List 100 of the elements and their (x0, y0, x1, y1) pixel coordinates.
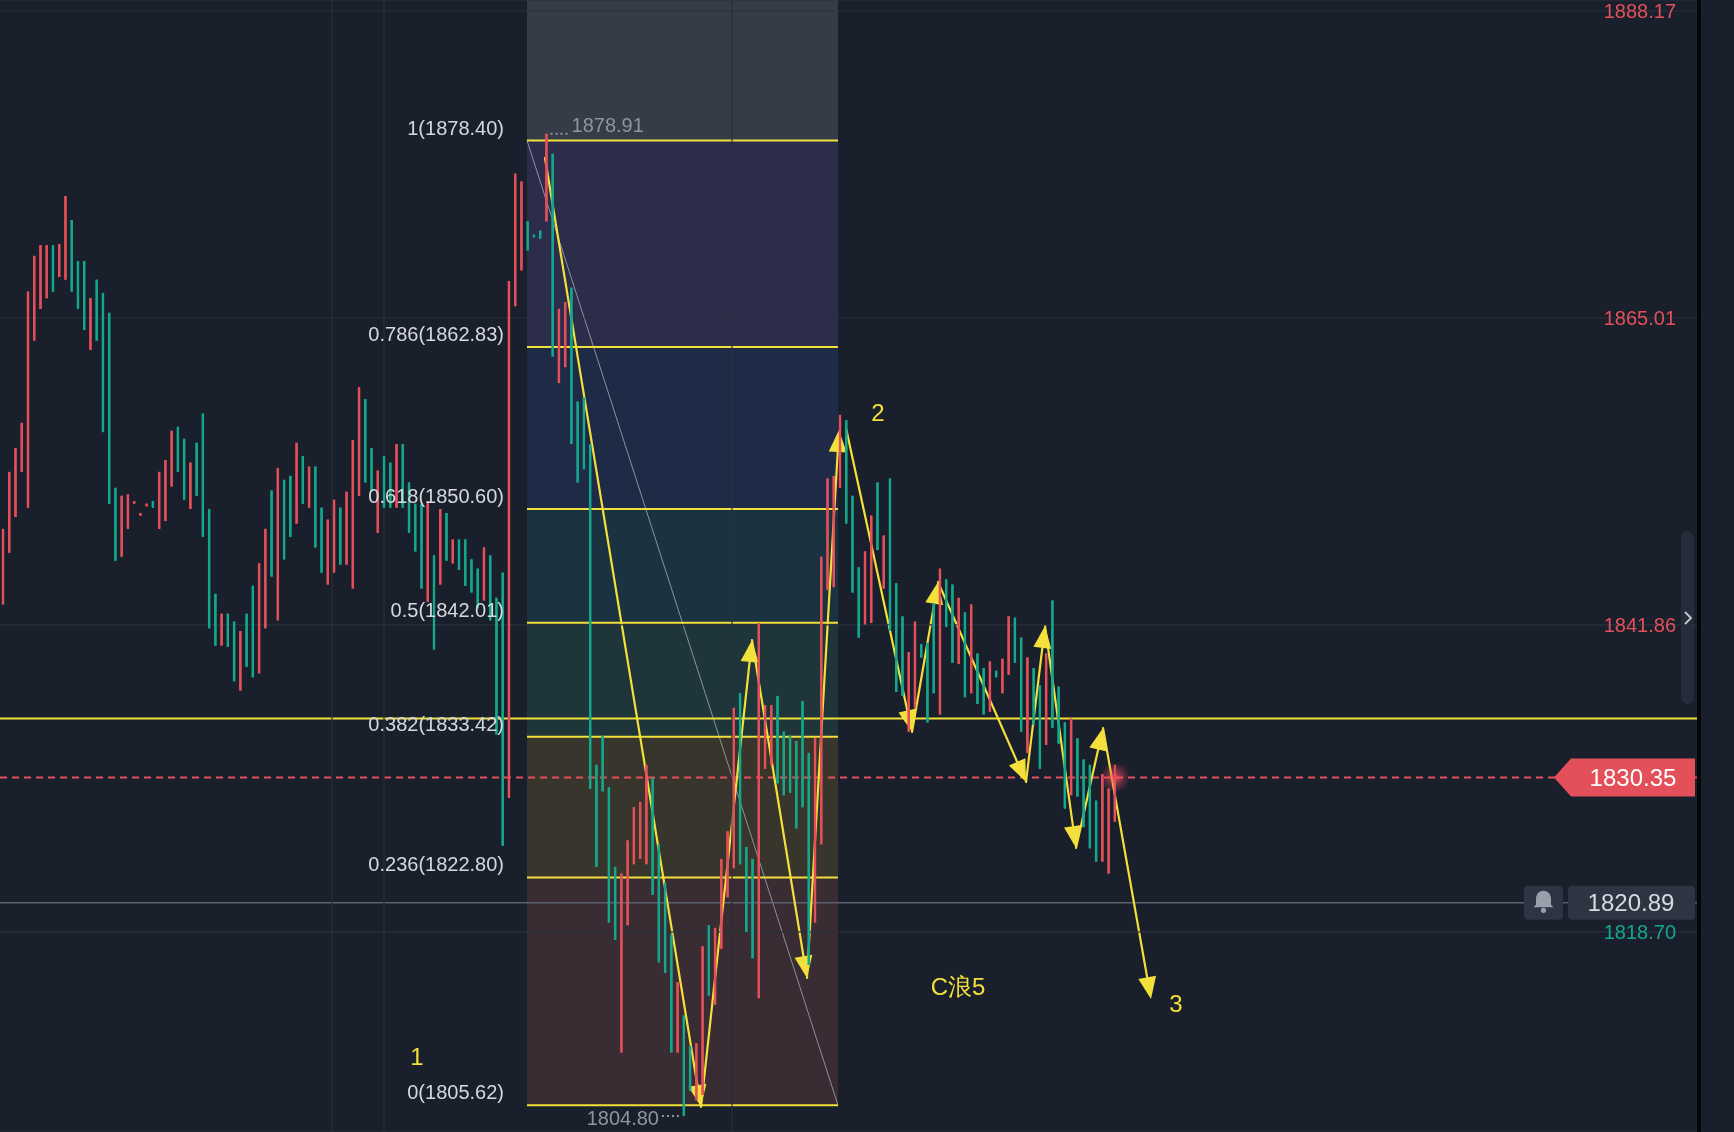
candlestick (214, 593, 217, 646)
candlestick (64, 196, 67, 280)
candlestick (601, 735, 604, 792)
candlestick (745, 847, 748, 932)
annotation: 1878.91 (571, 113, 644, 136)
candlestick (545, 133, 548, 222)
candlestick (464, 539, 467, 586)
candlestick (314, 466, 317, 548)
ref-line-label: 1830.35 (1589, 763, 1677, 791)
candlestick (470, 559, 473, 593)
candlestick (851, 495, 854, 593)
candlestick (14, 448, 17, 517)
ref-line-label: 1(1878.40) (407, 116, 504, 139)
ref-line-label: 1820.89 (1587, 889, 1675, 917)
candlestick (295, 442, 298, 524)
candlestick (114, 487, 117, 561)
candlestick (751, 858, 754, 959)
candlestick (770, 705, 773, 765)
candlestick (320, 507, 323, 573)
candlestick (1051, 600, 1054, 728)
annotation: 3 (1169, 989, 1183, 1017)
candlestick (801, 701, 804, 808)
candlestick (139, 512, 142, 516)
candlestick (170, 430, 173, 487)
candlestick (220, 613, 223, 646)
candlestick (520, 181, 523, 271)
candlestick (720, 858, 723, 950)
candlestick (451, 539, 454, 564)
candlestick (695, 1043, 698, 1101)
candlestick (1107, 788, 1110, 874)
candlestick (982, 668, 985, 715)
candlestick (870, 515, 873, 623)
ref-line-label: 0(1805.62) (407, 1081, 504, 1104)
annotation: C浪5 (930, 972, 986, 1000)
candlestick (289, 475, 292, 537)
candlestick (882, 535, 885, 589)
candlestick (501, 572, 504, 846)
ref-line-label: 0.236(1822.80) (368, 853, 504, 876)
candlestick (670, 934, 673, 1053)
candlestick (189, 462, 192, 509)
candlestick (33, 255, 36, 341)
candlestick (951, 584, 954, 663)
candlestick (345, 491, 348, 565)
candlestick (164, 459, 167, 521)
candlestick (8, 471, 11, 553)
candlestick (957, 597, 960, 665)
ref-line-label: 0.786(1862.83) (368, 322, 504, 345)
candlestick (526, 221, 529, 251)
candlestick (339, 507, 342, 565)
candlestick (326, 519, 330, 585)
candlestick (832, 475, 835, 588)
candlestick (595, 764, 598, 867)
candlestick (1026, 657, 1029, 753)
candlestick (239, 630, 242, 691)
candlestick (626, 840, 629, 926)
candlestick (901, 616, 904, 696)
candlestick (39, 245, 42, 309)
candlestick (907, 652, 910, 732)
candlestick (976, 653, 979, 704)
candlestick (651, 778, 654, 895)
candlestick (776, 695, 779, 784)
candlestick (195, 442, 198, 496)
candlestick (1082, 759, 1085, 828)
candlestick (120, 495, 123, 557)
candlestick (45, 245, 48, 299)
candlestick (895, 583, 898, 692)
candlestick (270, 490, 273, 577)
y-tick-label: 1888.17 (1603, 0, 1676, 22)
candlestick (514, 173, 517, 307)
candlestick (945, 579, 948, 627)
candlestick (107, 312, 111, 504)
candlestick (576, 401, 579, 483)
candlestick (351, 440, 354, 589)
candlestick (83, 261, 86, 331)
candlestick (826, 478, 829, 590)
candlestick (551, 153, 554, 357)
candlestick (795, 740, 798, 829)
candlestick (701, 946, 704, 1095)
candlestick (857, 567, 860, 638)
candlestick (439, 509, 442, 585)
y-tick-label: 1818.70 (1603, 920, 1676, 943)
candlestick (89, 298, 92, 350)
candlestick (20, 422, 23, 472)
candlestick (876, 482, 879, 551)
candlestick (570, 287, 573, 445)
candlestick (926, 642, 929, 723)
candlestick (932, 603, 935, 694)
candlestick (70, 220, 73, 292)
candlestick (1007, 616, 1010, 675)
candlestick (58, 243, 61, 278)
candlestick (620, 873, 623, 1053)
candlestick (301, 455, 305, 504)
candlestick (920, 644, 923, 658)
candlestick (1076, 738, 1079, 797)
candlestick (1057, 686, 1060, 744)
candlestick (969, 604, 973, 694)
candlestick (95, 279, 98, 341)
candlestick (782, 731, 785, 796)
y-tick-label: 1841.86 (1603, 613, 1676, 636)
candlestick (538, 230, 542, 239)
